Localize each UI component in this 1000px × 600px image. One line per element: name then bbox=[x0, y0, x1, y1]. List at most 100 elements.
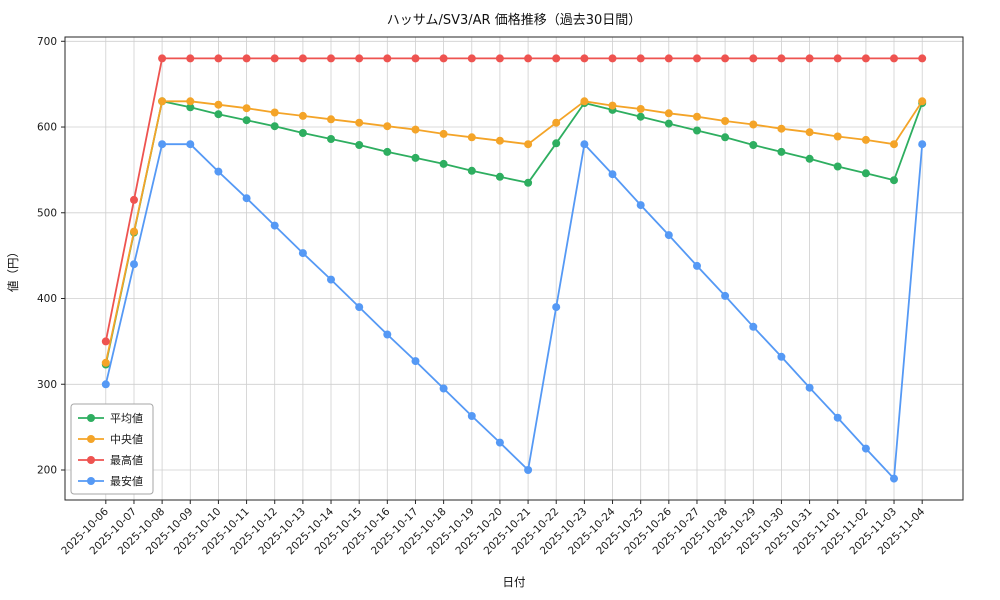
series-point-median bbox=[777, 124, 786, 133]
series-point-min bbox=[861, 444, 870, 453]
series-point-median bbox=[298, 111, 307, 120]
series-point-median bbox=[411, 125, 420, 134]
legend-label-max: 最高値 bbox=[110, 453, 143, 467]
series-point-max bbox=[158, 54, 167, 63]
series-line-max bbox=[104, 57, 923, 342]
series-point-median bbox=[186, 97, 195, 106]
series-point-min bbox=[158, 140, 167, 149]
series-point-avg bbox=[355, 141, 364, 149]
series-point-max bbox=[580, 54, 589, 63]
series-point-max bbox=[242, 54, 251, 63]
series-point-avg bbox=[495, 172, 504, 181]
series-point-max bbox=[439, 54, 448, 63]
series-point-median bbox=[552, 118, 561, 127]
series-point-max bbox=[918, 54, 927, 63]
series-point-min bbox=[636, 201, 645, 210]
series-line-min bbox=[104, 143, 924, 480]
series-point-max bbox=[495, 54, 504, 63]
series-point-avg bbox=[833, 162, 842, 171]
series-point-min bbox=[242, 194, 251, 203]
series-line-median bbox=[104, 100, 923, 363]
legend-marker-avg bbox=[87, 414, 95, 422]
series-point-avg bbox=[270, 122, 279, 131]
series-point-max bbox=[552, 54, 561, 63]
series-point-max bbox=[214, 54, 223, 63]
series-point-max bbox=[721, 54, 730, 63]
series-point-median bbox=[890, 140, 898, 149]
series-point-min bbox=[186, 140, 195, 149]
series-point-median bbox=[439, 129, 448, 138]
series-point-min bbox=[524, 466, 533, 474]
series-point-median bbox=[693, 112, 701, 121]
series-point-min bbox=[890, 474, 898, 483]
series-point-median bbox=[608, 101, 617, 110]
series-point-max bbox=[777, 54, 786, 63]
series-point-min bbox=[130, 260, 138, 269]
series-point-max bbox=[298, 54, 307, 63]
y-tick-label: 700 bbox=[37, 36, 57, 48]
series-point-median bbox=[918, 97, 927, 106]
series-point-median bbox=[495, 136, 504, 145]
series-point-median bbox=[158, 97, 167, 106]
series-point-median bbox=[130, 227, 138, 236]
series-point-median bbox=[664, 109, 673, 118]
series-point-min bbox=[467, 412, 476, 420]
series-point-min bbox=[327, 275, 335, 284]
legend-marker-max bbox=[87, 456, 95, 464]
legend-label-avg: 平均値 bbox=[110, 412, 143, 425]
series-point-max bbox=[805, 54, 814, 63]
series-point-median bbox=[467, 133, 476, 142]
series-point-median bbox=[636, 105, 645, 113]
series-point-max bbox=[130, 195, 138, 204]
series-point-min bbox=[693, 261, 701, 270]
series-point-min bbox=[101, 380, 110, 389]
series-point-max bbox=[833, 54, 842, 63]
series-point-avg bbox=[383, 147, 392, 156]
series-point-max bbox=[327, 54, 335, 63]
series-point-median bbox=[383, 122, 392, 131]
series-point-median bbox=[355, 118, 364, 127]
series-point-avg bbox=[467, 166, 476, 175]
y-tick-label: 200 bbox=[37, 465, 57, 477]
series-point-median bbox=[270, 108, 279, 117]
series-point-min bbox=[721, 291, 730, 300]
series-point-min bbox=[383, 330, 392, 339]
legend-label-min: 最安値 bbox=[110, 474, 143, 488]
series-point-avg bbox=[214, 110, 223, 119]
series-line-avg bbox=[104, 100, 924, 365]
series-point-min bbox=[411, 357, 420, 366]
legend-marker-median bbox=[87, 435, 95, 443]
series-point-max bbox=[636, 54, 645, 63]
legend-box bbox=[70, 403, 154, 495]
x-axis-label: 日付 bbox=[503, 575, 526, 589]
series-point-max bbox=[693, 54, 701, 63]
series-point-max bbox=[355, 54, 364, 63]
series-point-max bbox=[101, 337, 110, 346]
series-point-min bbox=[833, 413, 842, 422]
series-point-median bbox=[524, 140, 533, 149]
series-point-median bbox=[749, 120, 758, 129]
legend-label-median: 中央値 bbox=[110, 433, 143, 446]
series-point-median bbox=[327, 115, 335, 124]
series-point-max bbox=[411, 54, 420, 63]
series-point-max bbox=[383, 54, 392, 63]
series-point-max bbox=[270, 54, 279, 63]
y-tick-label: 500 bbox=[37, 207, 57, 219]
series-point-avg bbox=[552, 139, 561, 148]
axes-frame bbox=[64, 36, 964, 501]
series-point-min bbox=[439, 384, 448, 393]
series-point-min bbox=[777, 352, 786, 361]
series-point-max bbox=[890, 54, 898, 63]
series-point-avg bbox=[693, 126, 701, 135]
series-point-median bbox=[805, 128, 814, 137]
series-point-min bbox=[918, 140, 927, 149]
series-point-min bbox=[214, 167, 223, 176]
series-point-avg bbox=[861, 169, 870, 178]
series-point-max bbox=[608, 54, 617, 63]
series-point-avg bbox=[636, 112, 645, 121]
y-tick-label: 300 bbox=[37, 379, 57, 391]
series-point-median bbox=[721, 117, 730, 125]
series-point-avg bbox=[186, 103, 195, 112]
